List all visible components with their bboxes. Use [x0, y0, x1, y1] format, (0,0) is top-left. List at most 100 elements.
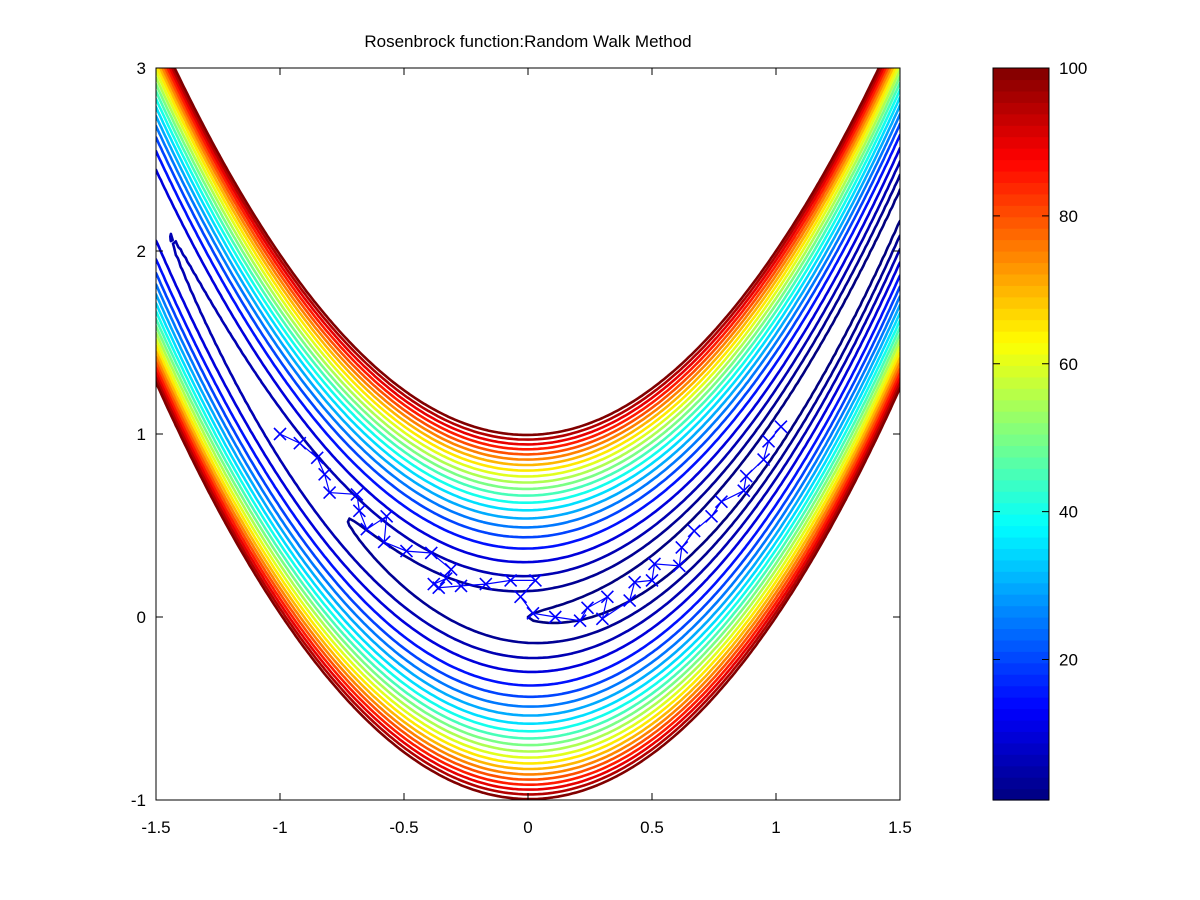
colorbar-gradient [993, 68, 1049, 801]
colorbar-swatch [993, 491, 1049, 504]
colorbar-swatch [993, 159, 1049, 172]
colorbar-swatch [993, 411, 1049, 424]
colorbar-swatch [993, 68, 1049, 81]
walk-point-marker [352, 504, 366, 518]
colorbar-swatch [993, 788, 1049, 801]
walk-point-marker [573, 614, 587, 628]
colorbar-tick-label: 20 [1059, 651, 1078, 670]
walk-point-marker [704, 509, 719, 523]
colorbar-swatch [993, 479, 1049, 492]
walk-point-marker [293, 436, 307, 450]
colorbar-swatch [993, 719, 1049, 732]
contour-level-6 [156, 112, 900, 708]
random-walk-path [273, 420, 788, 628]
colorbar-swatch [993, 251, 1049, 264]
walk-point-marker [513, 590, 528, 604]
x-tick-label: -0.5 [389, 818, 418, 837]
colorbar-swatch [993, 136, 1049, 149]
walk-point-marker [399, 544, 414, 558]
colorbar-swatch [993, 434, 1049, 447]
walk-point-marker [623, 593, 637, 608]
walk-point-marker [528, 573, 543, 587]
colorbar-frame [992, 67, 1050, 801]
colorbar-tick-label: 40 [1059, 503, 1078, 522]
colorbar-swatch [993, 388, 1049, 401]
walk-point-marker [675, 540, 689, 555]
colorbar-swatch [993, 514, 1049, 527]
colorbar-swatch [993, 319, 1049, 332]
colorbar-swatch [993, 765, 1049, 778]
walk-point-marker [687, 524, 701, 538]
walk-point-marker [761, 434, 776, 448]
x-tick-label: 0 [523, 818, 532, 837]
colorbar-swatch [993, 170, 1049, 183]
colorbar-swatch [993, 605, 1049, 618]
colorbar-swatch [993, 422, 1049, 435]
walk-point-marker [432, 581, 446, 595]
colorbar-swatch [993, 216, 1049, 229]
walk-point-marker [380, 509, 394, 523]
walk-point-marker [479, 577, 493, 591]
colorbar-swatch [993, 125, 1049, 138]
colorbar-swatch [993, 239, 1049, 252]
walk-point-marker [672, 559, 686, 573]
walk-point-marker [504, 573, 518, 587]
colorbar-swatch [993, 331, 1049, 344]
colorbar-swatch [993, 90, 1049, 103]
contour-level-11 [156, 74, 900, 747]
colorbar-swatch [993, 285, 1049, 298]
colorbar-swatch [993, 685, 1049, 698]
walk-point-marker [360, 522, 374, 536]
walk-point-marker [647, 557, 662, 571]
colorbar-swatch [993, 731, 1049, 744]
colorbar-swatch [993, 617, 1049, 630]
walk-point-marker [323, 485, 337, 500]
walk-point-marker [580, 601, 595, 615]
colorbar-swatch [993, 594, 1049, 607]
plot-area: -1.5 -1 -0.5 0 0.5 1 1.5 -1 0 1 2 3 [131, 59, 912, 837]
colorbar-swatch [993, 651, 1049, 664]
walk-point-marker [377, 535, 391, 549]
walk-point-marker [737, 484, 751, 498]
x-axis: -1.5 -1 -0.5 0 0.5 1 1.5 [141, 68, 912, 837]
colorbar-swatch [993, 742, 1049, 755]
colorbar-swatch [993, 777, 1049, 790]
walk-point-marker [757, 453, 771, 467]
contour-level-17 [156, 68, 900, 781]
contour-level-7 [156, 104, 900, 717]
walk-point-marker [273, 427, 287, 441]
x-tick-label: -1 [272, 818, 287, 837]
colorbar-swatch [993, 697, 1049, 710]
colorbar-swatch [993, 365, 1049, 378]
colorbar-swatch [993, 754, 1049, 767]
colorbar-swatch [993, 193, 1049, 206]
contour-level-16 [156, 68, 900, 776]
colorbar-swatch [993, 628, 1049, 641]
colorbar-swatch [993, 399, 1049, 412]
colorbar-tick-label: 80 [1059, 207, 1078, 226]
colorbar-swatch [993, 582, 1049, 595]
x-tick-label: 1 [771, 818, 780, 837]
contour-level-13 [156, 68, 900, 759]
colorbar-swatch [993, 639, 1049, 652]
colorbar-swatch [993, 559, 1049, 572]
colorbar-swatch [993, 262, 1049, 275]
x-tick-label: 0.5 [640, 818, 664, 837]
colorbar-swatch [993, 548, 1049, 561]
x-tick-label: 1.5 [888, 818, 912, 837]
y-tick-label: 2 [137, 242, 146, 261]
colorbar-swatch [993, 342, 1049, 355]
walk-point-marker [645, 573, 659, 587]
colorbar-swatch [993, 674, 1049, 687]
colorbar-swatch [993, 571, 1049, 584]
walk-point-marker [595, 612, 609, 626]
colorbar-tick-label: 100 [1059, 59, 1087, 78]
walk-point-marker [424, 546, 438, 560]
contour-level-3 [156, 146, 900, 674]
walk-point-marker [454, 579, 468, 593]
contour-lines [156, 68, 900, 800]
colorbar-swatch [993, 308, 1049, 321]
colorbar-swatch [993, 376, 1049, 389]
contour-level-2 [169, 160, 900, 660]
contour-level-5 [156, 122, 900, 699]
